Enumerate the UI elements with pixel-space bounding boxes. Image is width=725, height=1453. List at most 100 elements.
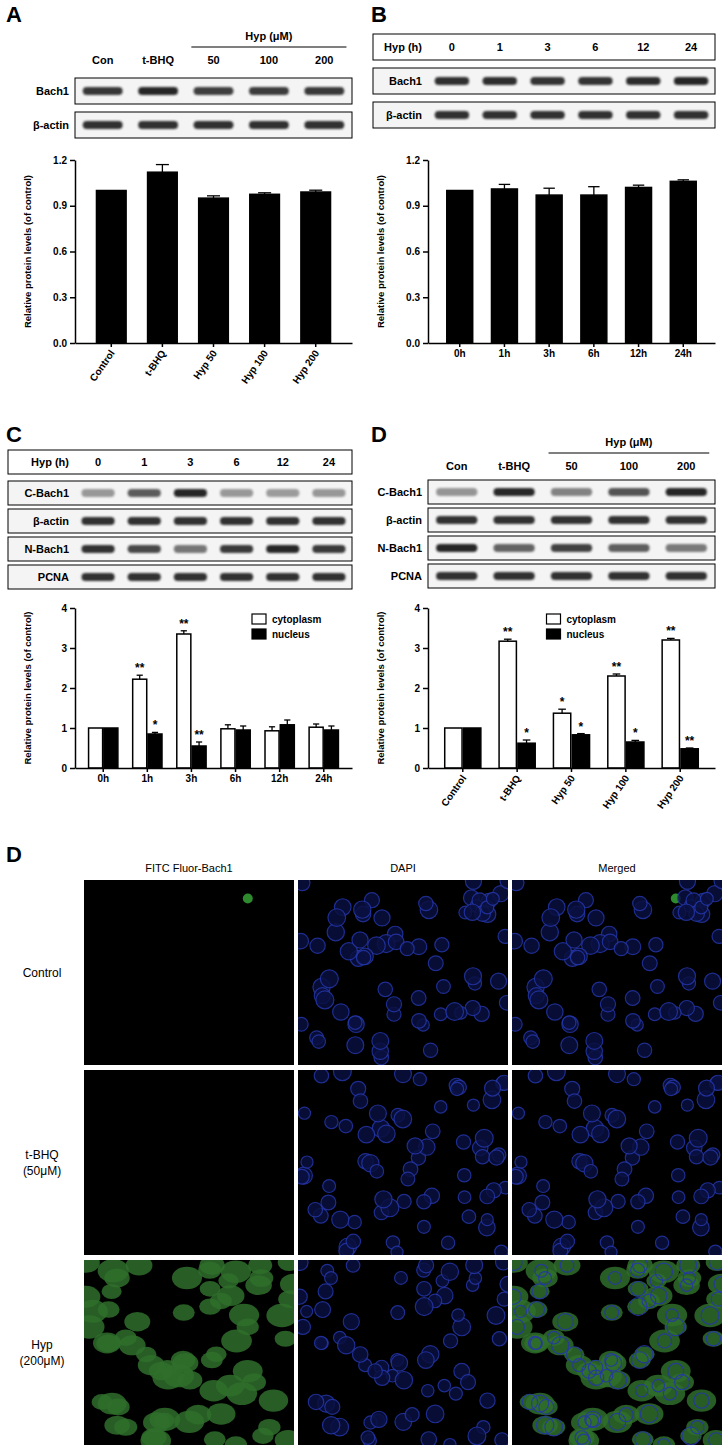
dapi-nucleus — [369, 1105, 386, 1122]
x-tick-label: 24h — [315, 773, 332, 784]
dapi-nucleus — [437, 980, 451, 994]
y-tick-label: 0.0 — [53, 338, 67, 349]
column-header: FITC Fluor-Bach1 — [145, 862, 232, 874]
dapi-nucleus — [401, 1172, 415, 1186]
blot-band — [81, 517, 114, 525]
dapi-nucleus — [642, 956, 657, 971]
blot-band — [312, 517, 345, 525]
dapi-nucleus — [567, 1094, 581, 1108]
blot-row-box — [428, 564, 715, 588]
dapi-nucleus — [694, 1189, 709, 1204]
dapi-nucleus — [562, 1016, 576, 1030]
dapi-nucleus — [664, 1082, 677, 1095]
blot-row-box — [428, 508, 715, 532]
bar — [572, 735, 589, 768]
dapi-nucleus — [323, 1180, 336, 1193]
y-tick: 0.6 — [406, 246, 428, 257]
dapi-nucleus — [672, 1169, 685, 1182]
fitc-cell — [703, 1331, 722, 1347]
dapi-nucleus — [605, 1355, 621, 1371]
y-tick-mark — [70, 251, 75, 253]
fitc-cell — [706, 1260, 722, 1271]
y-tick-mark — [70, 768, 75, 770]
dapi-nucleus — [468, 1427, 486, 1445]
bar — [236, 730, 250, 768]
dapi-nucleus — [522, 1394, 537, 1409]
x-tick-label: Control — [87, 348, 117, 384]
chart: ************01234Controlt-BHQHyp 50Hyp 1… — [375, 603, 716, 811]
bar — [104, 728, 118, 768]
x-tick-mark — [162, 343, 164, 347]
x-tick-label: 24h — [675, 348, 692, 359]
error-bar — [137, 675, 143, 679]
blot-row-label: β-actin — [33, 515, 69, 527]
fitc-cell — [172, 1267, 202, 1290]
error-bar — [269, 727, 275, 731]
dapi-nucleus — [562, 1016, 578, 1032]
dapi-nucleus — [354, 901, 371, 918]
blot-row-label: β-actin — [386, 109, 422, 121]
micrograph-background — [84, 880, 294, 1065]
blot-group-label: Hyp (μM) — [245, 30, 292, 42]
fitc-cell — [649, 1329, 680, 1352]
dapi-nucleus — [672, 1191, 685, 1204]
bar — [499, 641, 516, 768]
dapi-nucleus — [679, 968, 696, 985]
blot-band — [194, 121, 234, 129]
fitc-cell — [278, 1260, 294, 1271]
dapi-nucleus — [633, 896, 647, 910]
dapi-nucleus — [449, 1387, 462, 1400]
fitc-cell — [552, 1312, 578, 1331]
blot-lane-label: 0 — [449, 41, 455, 53]
fitc-cell — [512, 1315, 533, 1338]
error-bar — [577, 734, 585, 735]
fitc-cell — [221, 1329, 252, 1352]
y-tick-mark — [423, 648, 428, 650]
dapi-nucleus — [500, 1276, 508, 1292]
error-cap — [633, 185, 644, 186]
dapi-nucleus — [678, 904, 694, 920]
x-tick-label: 0h — [97, 773, 109, 784]
dapi-nucleus — [694, 1393, 709, 1408]
micrograph-background — [84, 1260, 294, 1445]
blot-group-label: Hyp (μM) — [605, 436, 652, 448]
y-tick-label: 1.2 — [53, 155, 67, 166]
dapi-nucleus — [629, 1298, 647, 1316]
dapi-nucleus — [348, 1016, 364, 1032]
blot-row-label: N-Bach1 — [377, 542, 422, 554]
blot-group-line — [549, 452, 710, 453]
row-label: Control — [23, 966, 62, 980]
y-tick-mark — [423, 343, 428, 345]
fitc-cell — [706, 1290, 722, 1308]
dapi-nucleus — [475, 1150, 489, 1164]
fitc-cell — [84, 1315, 105, 1338]
micrograph-background — [512, 1070, 722, 1255]
row-label: (200μM) — [20, 1354, 65, 1368]
dapi-nucleus — [547, 1070, 565, 1081]
blot-lane-label: 1 — [497, 41, 503, 53]
dapi-nucleus — [515, 1305, 527, 1317]
dapi-nucleus — [339, 1119, 353, 1133]
error-cap — [588, 186, 599, 187]
bar — [324, 730, 338, 768]
bar — [199, 198, 229, 343]
error-cap — [328, 725, 334, 726]
dapi-nucleus — [584, 1164, 598, 1178]
y-axis: 0.00.30.60.91.2 — [53, 155, 75, 349]
dapi-nucleus — [536, 1417, 553, 1434]
x-tick-mark — [264, 343, 266, 347]
error-cap — [499, 184, 510, 185]
y-tick: 1 — [414, 723, 428, 734]
blot-lane-label: 24 — [685, 41, 698, 53]
dapi-nucleus — [655, 1263, 672, 1280]
dapi-nucleus — [542, 909, 560, 927]
y-tick-mark — [70, 343, 75, 345]
y-tick: 0.6 — [53, 246, 75, 257]
blot-band — [435, 77, 469, 85]
blot-row-box — [8, 565, 352, 589]
fitc-cell — [554, 1260, 581, 1275]
dapi-nucleus — [361, 1431, 375, 1445]
fitc-cell — [107, 1398, 130, 1415]
fitc-cell — [613, 1405, 639, 1425]
blot-band — [249, 121, 289, 129]
